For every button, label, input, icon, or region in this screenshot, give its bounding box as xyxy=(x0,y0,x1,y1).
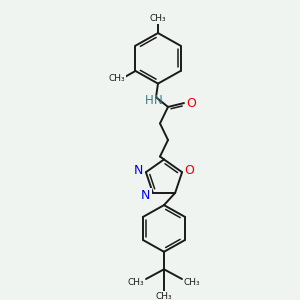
Text: CH₃: CH₃ xyxy=(184,278,200,287)
Text: N: N xyxy=(141,189,151,202)
Text: N: N xyxy=(154,94,162,106)
Text: N: N xyxy=(134,164,144,177)
Text: O: O xyxy=(184,164,194,177)
Text: H: H xyxy=(145,94,153,106)
Text: CH₃: CH₃ xyxy=(128,278,144,287)
Text: CH₃: CH₃ xyxy=(156,292,172,300)
Text: O: O xyxy=(186,97,196,110)
Text: CH₃: CH₃ xyxy=(150,14,166,23)
Text: CH₃: CH₃ xyxy=(108,74,125,83)
